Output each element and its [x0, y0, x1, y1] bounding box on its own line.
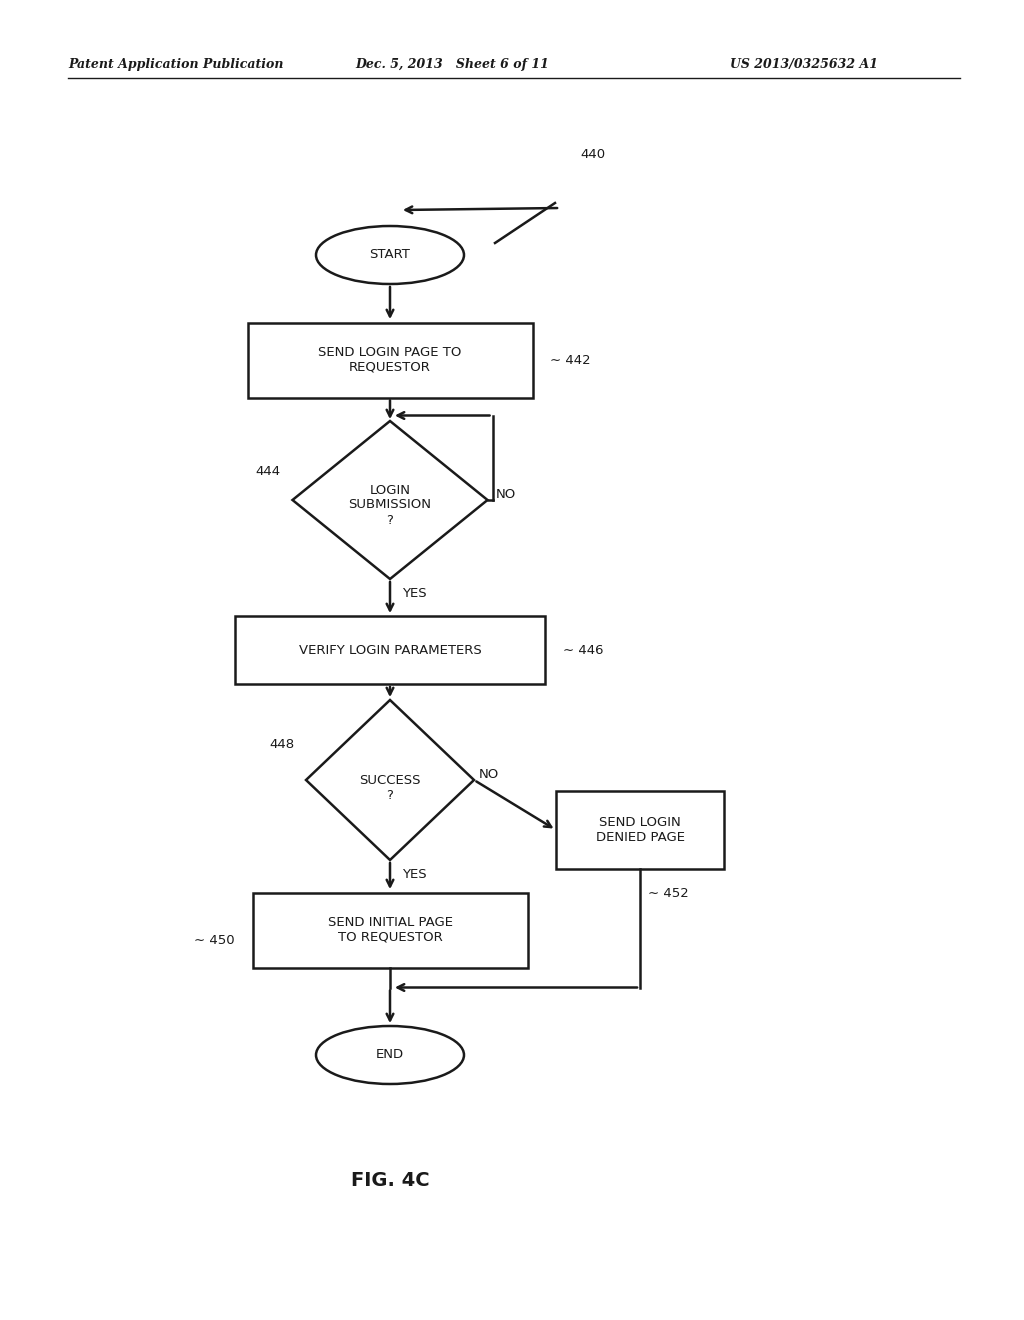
Text: SEND INITIAL PAGE
TO REQUESTOR: SEND INITIAL PAGE TO REQUESTOR — [328, 916, 453, 944]
Text: ∼ 450: ∼ 450 — [194, 933, 234, 946]
Text: NO: NO — [479, 768, 500, 781]
Text: SUCCESS
?: SUCCESS ? — [359, 774, 421, 803]
Text: SEND LOGIN
DENIED PAGE: SEND LOGIN DENIED PAGE — [596, 816, 684, 843]
Text: END: END — [376, 1048, 404, 1061]
Text: US 2013/0325632 A1: US 2013/0325632 A1 — [730, 58, 878, 71]
Text: VERIFY LOGIN PARAMETERS: VERIFY LOGIN PARAMETERS — [299, 644, 481, 656]
Text: 444: 444 — [255, 465, 281, 478]
Text: SEND LOGIN PAGE TO
REQUESTOR: SEND LOGIN PAGE TO REQUESTOR — [318, 346, 462, 374]
Text: 448: 448 — [269, 738, 294, 751]
Text: YES: YES — [402, 587, 427, 601]
Text: YES: YES — [402, 869, 427, 880]
Text: ∼ 446: ∼ 446 — [563, 644, 603, 656]
Text: LOGIN
SUBMISSION
?: LOGIN SUBMISSION ? — [348, 483, 431, 527]
Text: FIG. 4C: FIG. 4C — [350, 1171, 429, 1189]
Text: Patent Application Publication: Patent Application Publication — [68, 58, 284, 71]
Text: NO: NO — [496, 488, 516, 502]
Text: 440: 440 — [580, 148, 605, 161]
Text: START: START — [370, 248, 411, 261]
Text: ∼ 442: ∼ 442 — [551, 354, 591, 367]
Text: Dec. 5, 2013   Sheet 6 of 11: Dec. 5, 2013 Sheet 6 of 11 — [355, 58, 549, 71]
Text: ∼ 452: ∼ 452 — [648, 887, 689, 900]
